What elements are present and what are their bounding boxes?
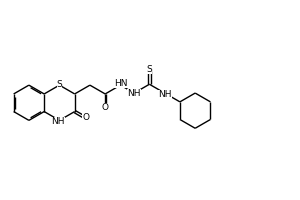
- Text: NH: NH: [51, 117, 65, 126]
- Text: HN: HN: [114, 79, 128, 88]
- Text: NH: NH: [128, 89, 141, 98]
- Text: S: S: [146, 65, 152, 74]
- Text: S: S: [56, 80, 62, 89]
- Text: O: O: [82, 113, 89, 122]
- Text: O: O: [102, 103, 109, 112]
- Text: NH: NH: [158, 90, 172, 99]
